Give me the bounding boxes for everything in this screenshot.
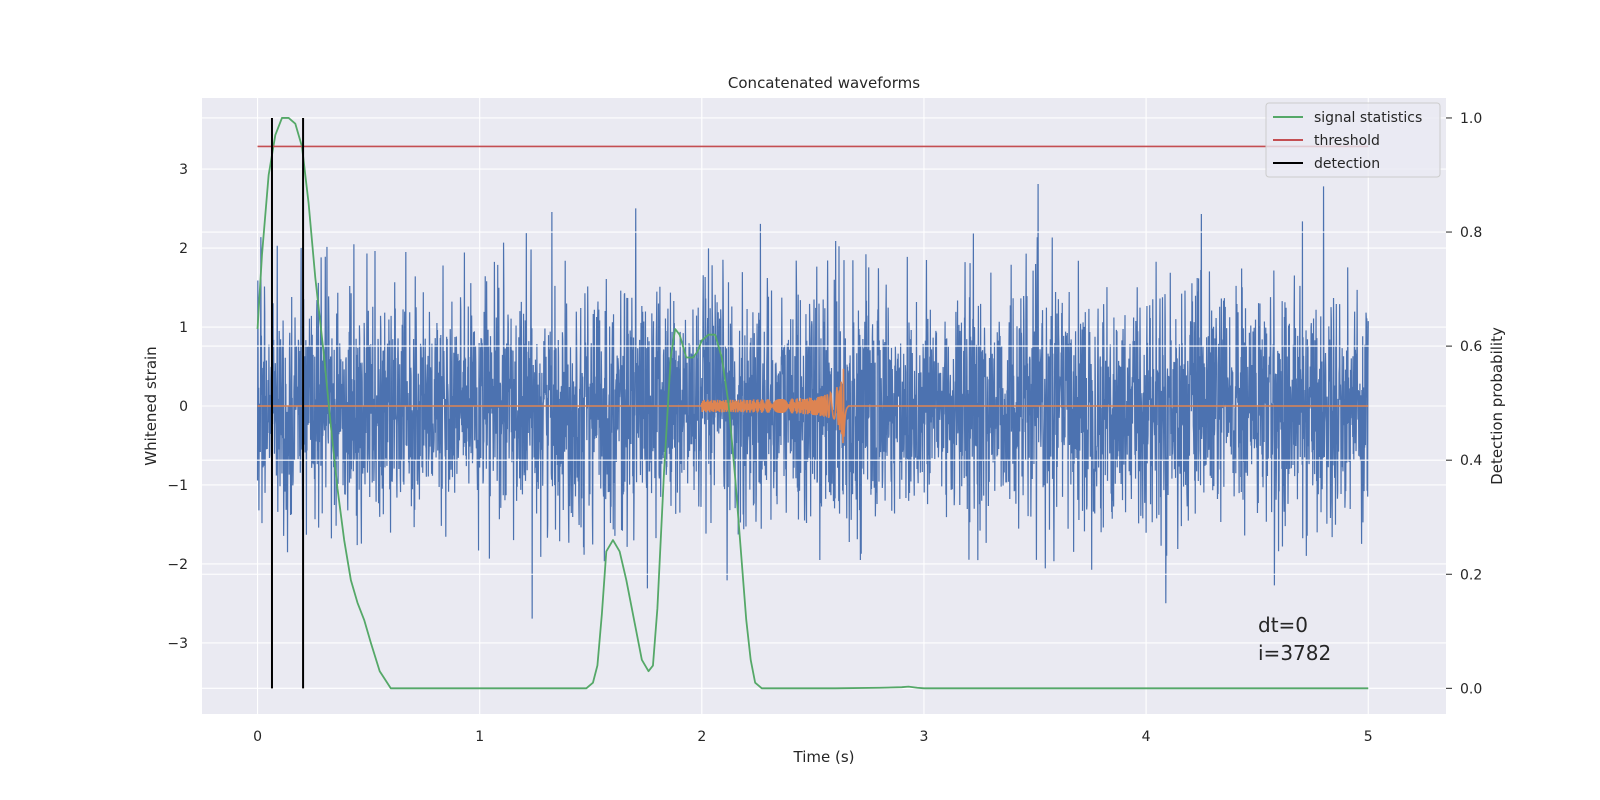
x-tick-label: 5 xyxy=(1364,729,1373,745)
chart-title: Concatenated waveforms xyxy=(728,74,920,92)
right-y-tick-label: 0.8 xyxy=(1460,225,1482,241)
x-axis-ticks: 0 1 2 3 4 5 xyxy=(253,729,1373,745)
legend: signal statistics threshold detection xyxy=(1265,102,1441,178)
left-y-tick-label: 0 xyxy=(179,399,188,415)
x-tick-label: 4 xyxy=(1142,729,1151,745)
right-y-tick-label: 0.4 xyxy=(1460,453,1482,469)
left-y-tick-label: −2 xyxy=(167,557,188,573)
legend-label-detection: detection xyxy=(1314,156,1380,172)
x-tick-label: 1 xyxy=(475,729,484,745)
right-y-tick-label: 0.2 xyxy=(1460,567,1482,583)
legend-label-signal-statistics: signal statistics xyxy=(1314,110,1422,126)
legend-box xyxy=(1265,102,1441,178)
chirp-waveform-line xyxy=(257,368,1369,444)
right-y-axis-ticks: 0.0 0.2 0.4 0.6 0.8 1.0 xyxy=(1446,111,1482,697)
right-y-axis-label: Detection probability xyxy=(1488,327,1506,485)
annotation-index: i=3782 xyxy=(1258,641,1331,665)
left-y-tick-label: −3 xyxy=(167,636,188,652)
right-y-tick-label: 0.0 xyxy=(1460,681,1482,697)
series-chirp-waveform xyxy=(257,368,1369,444)
x-axis-label: Time (s) xyxy=(793,748,855,766)
x-tick-label: 2 xyxy=(697,729,706,745)
annotation-dt: dt=0 xyxy=(1258,613,1308,637)
x-tick-label: 0 xyxy=(253,729,262,745)
left-y-tick-label: −1 xyxy=(167,478,188,494)
left-y-tick-label: 2 xyxy=(179,241,188,257)
x-tick-label: 3 xyxy=(920,729,929,745)
signal-statistics-line xyxy=(256,117,1369,690)
series-detection xyxy=(270,117,305,689)
left-y-tick-label: 3 xyxy=(179,162,188,178)
right-y-tick-label: 0.6 xyxy=(1460,339,1482,355)
left-y-axis-ticks: −3 −2 −1 0 1 2 3 xyxy=(167,162,188,652)
left-y-axis-label: Whitened strain xyxy=(142,346,160,465)
series-signal-statistics xyxy=(256,117,1369,690)
legend-label-threshold: threshold xyxy=(1314,133,1380,149)
left-y-tick-label: 1 xyxy=(179,320,188,336)
right-y-tick-label: 1.0 xyxy=(1460,111,1482,127)
